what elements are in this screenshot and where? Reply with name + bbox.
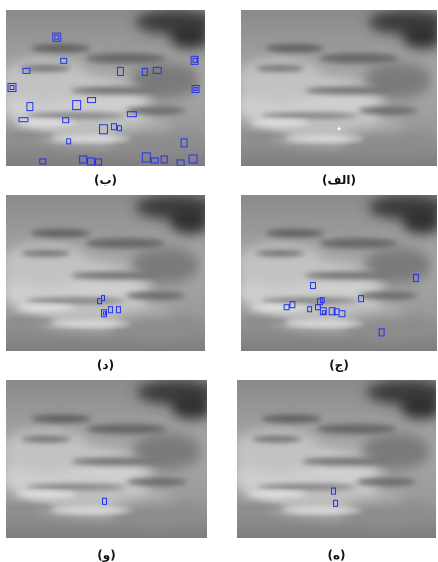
caption-jim: (ج) xyxy=(329,358,349,372)
panel-he: (ه) xyxy=(237,380,436,562)
caption-he: (ه) xyxy=(327,548,346,562)
thermal-image-be xyxy=(6,10,205,166)
caption-dal: (د) xyxy=(96,358,115,372)
panel-alef: (الف) xyxy=(241,10,437,190)
thermal-image-he xyxy=(237,380,436,538)
caption-vav: (و) xyxy=(97,548,116,562)
caption-be: (ب) xyxy=(93,173,118,187)
panel-be: (ب) xyxy=(6,10,205,190)
panel-vav: (و) xyxy=(6,380,207,562)
thermal-image-dal xyxy=(6,195,205,351)
thermal-image-jim xyxy=(241,195,437,351)
panel-jim: (ج) xyxy=(241,195,437,375)
thermal-image-vav xyxy=(6,380,207,538)
panel-dal: (د) xyxy=(6,195,205,375)
caption-alef: (الف) xyxy=(322,173,356,187)
thermal-image-alef xyxy=(241,10,437,166)
